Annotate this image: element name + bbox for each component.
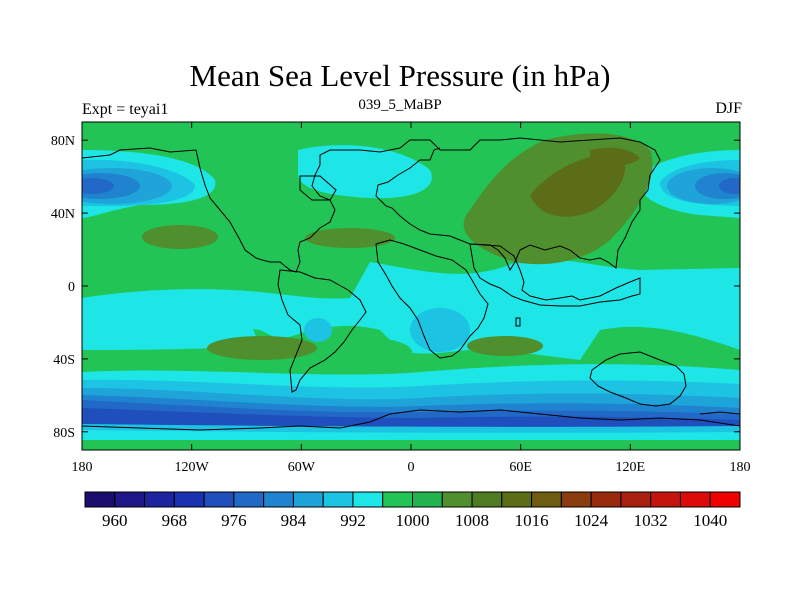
colorbar-swatch xyxy=(84,491,116,508)
colorbar-label: 984 xyxy=(281,511,307,530)
y-tick-label: 80N xyxy=(51,134,75,149)
colorbar-swatch xyxy=(173,491,205,508)
colorbar-label: 960 xyxy=(102,511,128,530)
south-indian-high xyxy=(467,336,543,356)
northern-landmasses xyxy=(82,137,661,273)
colorbar-label: 1008 xyxy=(455,511,489,530)
x-tick-label: 60E xyxy=(509,460,532,475)
colorbar-label: 1016 xyxy=(515,511,549,530)
colorbar: 960 968 976 984 992 1000 1008 1016 1024 1032 1040 xyxy=(84,491,741,530)
coastlines xyxy=(82,137,740,431)
colorbar-swatch xyxy=(144,491,175,508)
colorbar-label: 968 xyxy=(162,511,188,530)
colorbar-swatch xyxy=(233,491,265,508)
season-label: DJF xyxy=(715,100,742,117)
antarctica-coast xyxy=(82,409,740,431)
y-tick-label: 40N xyxy=(51,207,75,222)
south-asia xyxy=(469,243,641,307)
x-tick-label: 120E xyxy=(616,460,646,475)
colorbar-swatch xyxy=(560,491,592,508)
period-label: 039_5_MaBP xyxy=(358,97,442,113)
colorbar-swatch xyxy=(114,491,146,508)
x-axis: 180 120W 60W 0 60E 120E 180 xyxy=(72,122,751,475)
colorbar-swatch xyxy=(471,491,503,508)
colorbar-swatch xyxy=(709,491,741,508)
colorbar-swatch xyxy=(679,491,711,508)
african-low xyxy=(410,308,470,352)
colorbar-swatch xyxy=(382,491,413,508)
colorbar-swatch xyxy=(501,491,533,508)
greenland xyxy=(299,175,337,201)
north-atlantic-low xyxy=(298,145,432,199)
island xyxy=(515,317,521,327)
colorbar-swatch xyxy=(322,491,354,508)
colorbar-swatch xyxy=(412,491,443,508)
siberian-high-north-core xyxy=(590,147,640,166)
colorbar-swatch xyxy=(590,491,622,508)
y-tick-label: 80S xyxy=(53,426,75,441)
south-atlantic-high xyxy=(328,338,412,366)
y-tick-label: 0 xyxy=(68,280,75,295)
x-tick-label: 180 xyxy=(730,460,751,475)
chart-title: Mean Sea Level Pressure (in hPa) xyxy=(189,58,611,93)
colorbar-swatch xyxy=(203,491,235,508)
siberian-high-core xyxy=(530,154,626,217)
y-axis: 80N 40N 0 40S 80S xyxy=(51,134,740,441)
pacific-subtropical-high xyxy=(142,225,218,249)
x-tick-label: 0 xyxy=(408,460,415,475)
south-america xyxy=(277,269,367,393)
aleutian-low-core-west xyxy=(82,178,114,194)
colorbar-label: 1000 xyxy=(396,511,430,530)
colorbar-label: 992 xyxy=(340,511,366,530)
colorbar-label: 1040 xyxy=(693,511,727,530)
australia xyxy=(589,351,687,407)
arctic-band xyxy=(82,122,740,138)
colorbar-swatch xyxy=(531,491,562,508)
aleutian-low-core-east xyxy=(719,178,740,194)
colorbar-swatch xyxy=(352,491,384,508)
colorbar-swatch xyxy=(620,491,652,508)
experiment-label: Expt = teyai1 xyxy=(82,101,169,118)
x-tick-label: 180 xyxy=(72,460,93,475)
atlantic-subtropical-high xyxy=(305,228,395,248)
south-pacific-high xyxy=(207,336,317,360)
colorbar-swatch xyxy=(292,491,324,508)
colorbar-label: 1032 xyxy=(634,511,668,530)
x-tick-label: 120W xyxy=(175,460,210,475)
colorbar-label: 1024 xyxy=(574,511,609,530)
colorbar-swatch xyxy=(441,491,473,508)
antarctica-coast-east xyxy=(699,411,740,415)
x-tick-label: 60W xyxy=(288,460,316,475)
colorbar-swatch xyxy=(650,491,681,508)
colorbar-swatch xyxy=(263,491,294,508)
amazon-low xyxy=(304,318,332,342)
colorbar-label: 976 xyxy=(221,511,247,530)
africa xyxy=(375,239,489,359)
y-tick-label: 40S xyxy=(53,353,75,368)
